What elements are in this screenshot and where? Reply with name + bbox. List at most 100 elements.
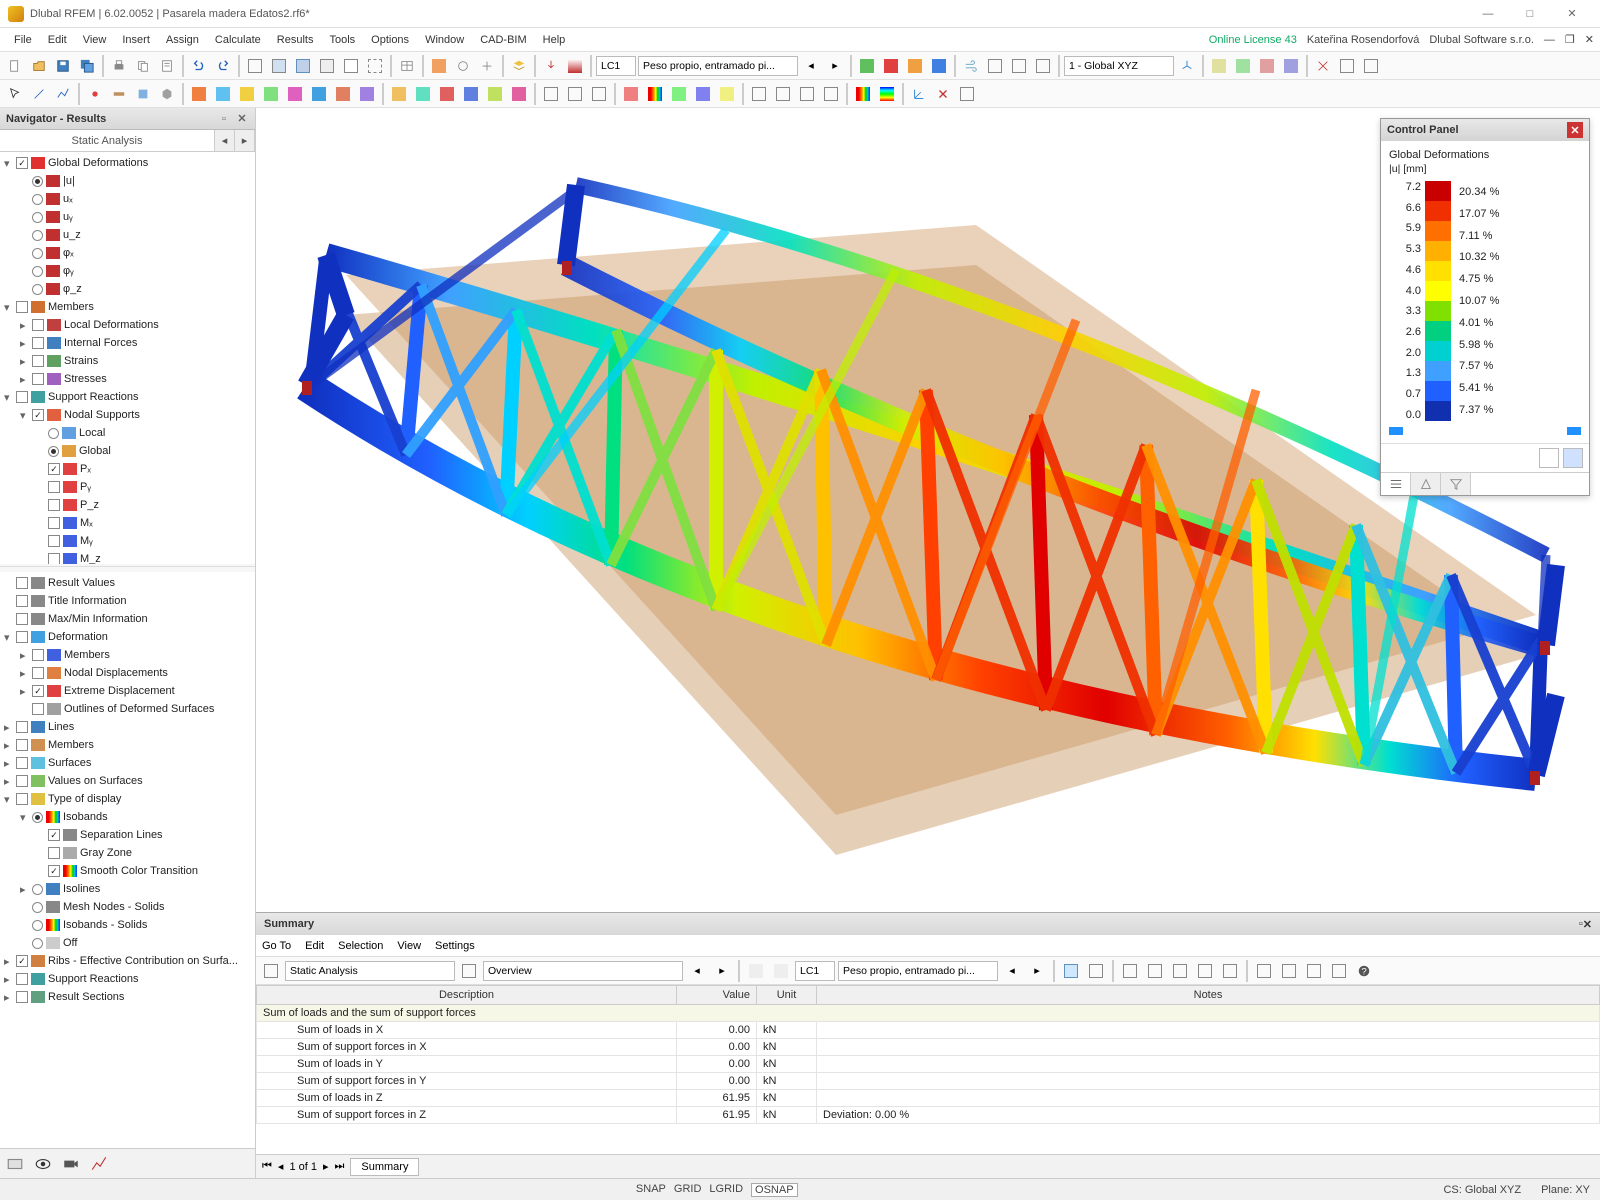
t2-20-icon[interactable]	[668, 83, 690, 105]
cs-btn-icon[interactable]	[1176, 55, 1198, 77]
opt2-icon[interactable]	[1008, 55, 1030, 77]
close-button[interactable]: ✕	[1552, 2, 1592, 26]
menu-calculate[interactable]: Calculate	[207, 31, 269, 49]
table-row[interactable]: Sum of support forces in Y0.00kN	[257, 1073, 1600, 1090]
t2-ax-icon[interactable]	[908, 83, 930, 105]
polyline-icon[interactable]	[52, 83, 74, 105]
new-icon[interactable]	[4, 55, 26, 77]
lc-prev-icon[interactable]: ◂	[800, 55, 822, 77]
sum-overview-input[interactable]	[483, 961, 683, 981]
t2-07-icon[interactable]	[332, 83, 354, 105]
t2-17-icon[interactable]	[588, 83, 610, 105]
sum-tb-12-icon[interactable]	[1253, 960, 1275, 982]
copy-icon[interactable]	[132, 55, 154, 77]
sum-tb-9-icon[interactable]	[1169, 960, 1191, 982]
tree-item[interactable]: Global	[0, 442, 255, 460]
cursor-icon[interactable]	[4, 83, 26, 105]
t2-13-icon[interactable]	[484, 83, 506, 105]
tree-item[interactable]: φᵧ	[0, 262, 255, 280]
filter2-icon[interactable]	[1232, 55, 1254, 77]
undo-icon[interactable]	[188, 55, 210, 77]
save-icon[interactable]	[52, 55, 74, 77]
status-lgrid[interactable]: LGRID	[709, 1183, 743, 1197]
redo-icon[interactable]	[212, 55, 234, 77]
t2-15-icon[interactable]	[540, 83, 562, 105]
tool-c-icon[interactable]	[476, 55, 498, 77]
t2-22-icon[interactable]	[716, 83, 738, 105]
sum-nav-last[interactable]: ⏭	[335, 1160, 345, 1173]
t2-11-icon[interactable]	[436, 83, 458, 105]
sum-tb-7-icon[interactable]	[1119, 960, 1141, 982]
th-desc[interactable]: Description	[257, 986, 677, 1005]
member-icon[interactable]	[108, 83, 130, 105]
cp-tab-filter-icon[interactable]	[1441, 473, 1471, 495]
tree-item[interactable]: ▸Internal Forces	[0, 334, 255, 352]
tree-item[interactable]: φ_z	[0, 280, 255, 298]
filter1-icon[interactable]	[1208, 55, 1230, 77]
tree-item[interactable]: ▸Surfaces	[0, 754, 255, 772]
tree-item[interactable]: φₓ	[0, 244, 255, 262]
end2-icon[interactable]	[1336, 55, 1358, 77]
tree-item[interactable]: ▸Nodal Displacements	[0, 664, 255, 682]
t2-10-icon[interactable]	[412, 83, 434, 105]
results-gradient-icon[interactable]	[852, 83, 874, 105]
t2-24-icon[interactable]	[772, 83, 794, 105]
sum-lc-prev-icon[interactable]: ◂	[1001, 960, 1023, 982]
node-icon[interactable]	[84, 83, 106, 105]
viewmode4-icon[interactable]	[316, 55, 338, 77]
menu-file[interactable]: File	[6, 31, 40, 49]
tree-item[interactable]: Smooth Color Transition	[0, 862, 255, 880]
filter4-icon[interactable]	[1280, 55, 1302, 77]
tree-item[interactable]: Mᵧ	[0, 532, 255, 550]
menu-assign[interactable]: Assign	[158, 31, 207, 49]
sum-next-icon[interactable]: ▸	[711, 960, 733, 982]
tree-item[interactable]: P_z	[0, 496, 255, 514]
cp-foot-1-icon[interactable]	[1539, 448, 1559, 468]
tree-item[interactable]: ▾Members	[0, 298, 255, 316]
menu-tools[interactable]: Tools	[321, 31, 363, 49]
tree-item[interactable]: ▸Support Reactions	[0, 970, 255, 988]
tree-item[interactable]: ▸Isolines	[0, 880, 255, 898]
line-icon[interactable]	[28, 83, 50, 105]
inner-minimize-icon[interactable]: —	[1544, 34, 1555, 46]
menu-help[interactable]: Help	[535, 31, 574, 49]
nav-bot-chart-icon[interactable]	[90, 1155, 108, 1173]
sum-tb-11-icon[interactable]	[1219, 960, 1241, 982]
load2-icon[interactable]	[564, 55, 586, 77]
table-row[interactable]: Sum of loads in Y0.00kN	[257, 1056, 1600, 1073]
sum-menu-settings[interactable]: Settings	[435, 940, 475, 952]
t2-08-icon[interactable]	[356, 83, 378, 105]
load1-icon[interactable]	[540, 55, 562, 77]
tree-item[interactable]: Result Values	[0, 574, 255, 592]
sum-nav-next[interactable]: ▸	[323, 1160, 329, 1173]
t2-19-icon[interactable]	[644, 83, 666, 105]
tree-item[interactable]: ▸Stresses	[0, 370, 255, 388]
tree-item[interactable]: ▾Support Reactions	[0, 388, 255, 406]
status-osnap[interactable]: OSNAP	[751, 1183, 798, 1197]
3d-view[interactable]: Control Panel ✕ Global Deformations |u| …	[256, 108, 1600, 912]
table-row[interactable]: Sum of support forces in X0.00kN	[257, 1039, 1600, 1056]
tree-item[interactable]: Pᵧ	[0, 478, 255, 496]
t2-02-icon[interactable]	[212, 83, 234, 105]
t2-03-icon[interactable]	[236, 83, 258, 105]
tree-item[interactable]: Pₓ	[0, 460, 255, 478]
tree-item[interactable]: M_z	[0, 550, 255, 564]
opt1-icon[interactable]	[984, 55, 1006, 77]
filter3-icon[interactable]	[1256, 55, 1278, 77]
menu-window[interactable]: Window	[417, 31, 472, 49]
tree-item[interactable]: ▸Result Sections	[0, 988, 255, 1006]
tree-item[interactable]: Mₓ	[0, 514, 255, 532]
control-panel-close-icon[interactable]: ✕	[1567, 122, 1583, 138]
th-unit[interactable]: Unit	[757, 986, 817, 1005]
sum-tb-10-icon[interactable]	[1194, 960, 1216, 982]
t2-23-icon[interactable]	[748, 83, 770, 105]
sum-menu-goto[interactable]: Go To	[262, 940, 291, 952]
sum-tb-6-icon[interactable]	[1085, 960, 1107, 982]
minimize-button[interactable]: —	[1468, 2, 1508, 26]
sum-lc-next-icon[interactable]: ▸	[1026, 960, 1048, 982]
tree-item[interactable]: Mesh Nodes - Solids	[0, 898, 255, 916]
loadcase-name-input[interactable]	[638, 56, 798, 76]
loadcase-input[interactable]	[596, 56, 636, 76]
end1-icon[interactable]	[1312, 55, 1334, 77]
tree-item[interactable]: |u|	[0, 172, 255, 190]
